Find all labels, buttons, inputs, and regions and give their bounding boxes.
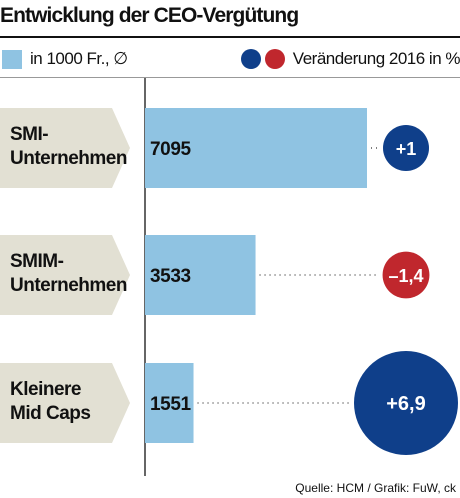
bar-value-label: 7095 <box>150 139 192 160</box>
legend-bar-label: in 1000 Fr., ∅ <box>30 49 128 68</box>
category-label: SMIM- Unternehmen <box>10 251 127 296</box>
change-label: +6,9 <box>386 393 425 415</box>
category-label-line: Kleinere <box>10 379 81 400</box>
category-label-line: Unternehmen <box>10 148 127 169</box>
legend-changes: Veränderung 2016 in % <box>240 46 460 72</box>
bar <box>145 235 256 315</box>
change-bubble <box>354 351 458 455</box>
change-bubble <box>383 125 429 171</box>
legend-change-label: Veränderung 2016 in % <box>292 49 460 68</box>
change-bubble <box>382 251 430 299</box>
legend-rule <box>0 77 460 78</box>
legend-bar-swatch <box>2 49 22 69</box>
bar-chart: SMI- Unternehmen 7095 +1 SMIM- Unternehmen 353… <box>0 78 458 476</box>
category-label-box <box>0 108 130 188</box>
bar <box>145 363 194 443</box>
category-label-line: SMIM- <box>10 251 64 272</box>
source-note: Quelle: HCM / Grafik: FuW, ck <box>295 481 456 495</box>
category-label-line: SMI- <box>10 124 48 145</box>
category-label-box <box>0 235 130 315</box>
legend-negative-dot <box>264 49 285 69</box>
category-label: SMI- Unternehmen <box>10 124 127 169</box>
bar-value-label: 1551 <box>150 394 192 415</box>
category-label-line: Unternehmen <box>10 275 127 296</box>
category-label: Kleinere Mid Caps <box>10 379 90 424</box>
legend-bars: in 1000 Fr., ∅ <box>2 46 128 72</box>
category-label-box <box>0 363 130 443</box>
category-label-line: Mid Caps <box>10 403 90 424</box>
title-rule <box>0 36 460 38</box>
legend-positive-dot <box>240 49 261 69</box>
chart-title: Entwicklung der CEO-Vergütung <box>0 4 299 27</box>
bar-value-label: 3533 <box>150 266 191 287</box>
bar <box>145 108 367 188</box>
change-label: –1,4 <box>388 266 423 286</box>
change-label: +1 <box>396 139 417 159</box>
